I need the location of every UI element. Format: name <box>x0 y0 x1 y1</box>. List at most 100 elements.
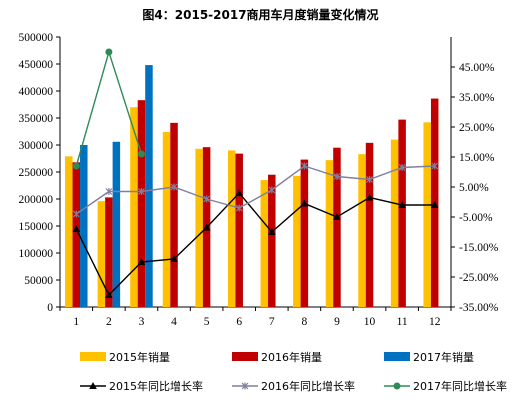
legend-swatch <box>384 352 410 361</box>
point-2017年同比增长率-3 <box>137 150 145 158</box>
bar-2015年销量-6 <box>227 150 236 307</box>
legend-swatch <box>232 352 258 361</box>
point-2015年同比增长率-1 <box>72 225 81 232</box>
y-tick-label: 350000 <box>19 113 54 125</box>
legend-marker <box>89 382 97 389</box>
bar-2015年销量-7 <box>260 180 269 307</box>
point-2016年同比增长率-11 <box>398 164 406 171</box>
point-2015年同比增长率-11 <box>398 201 406 208</box>
bar-2015年销量-12 <box>423 122 431 307</box>
y-tick-label: 250000 <box>19 167 54 179</box>
bar-2016年销量-4 <box>170 122 178 307</box>
point-2016年同比增长率-3 <box>138 188 145 195</box>
bar-2015年销量-9 <box>325 160 334 307</box>
y-tick-label: 200000 <box>19 194 54 206</box>
point-2015年同比增长率-6 <box>235 189 244 196</box>
bar-2017年销量-3 <box>145 65 153 307</box>
bar-2015年销量-5 <box>195 148 203 307</box>
y2-tick-label: -5.00% <box>459 212 493 224</box>
y-tick-label: 400000 <box>19 86 54 98</box>
bar-2015年销量-8 <box>293 175 301 307</box>
point-2016年同比增长率-10 <box>366 176 373 183</box>
bar-2015年销量-3 <box>130 107 138 307</box>
y-tick-label: 50000 <box>24 275 53 287</box>
chart-legend: 2015年销量 2016年销量 2017年销量 2015年同比增长率 2016年同比增长… <box>80 350 507 393</box>
y-tick-label: 150000 <box>19 221 54 233</box>
bar-2016年销量-6 <box>235 153 243 307</box>
x-tick-label: 11 <box>397 316 408 328</box>
bar-2016年销量-9 <box>333 147 341 307</box>
bar-2016年销量-10 <box>365 142 374 307</box>
y-tick-label: 300000 <box>19 140 54 152</box>
bar-2015年销量-4 <box>162 132 171 307</box>
legend-label: 2016年销量 <box>261 350 322 364</box>
line-series <box>72 48 439 298</box>
point-2015年同比增长率-2 <box>105 291 113 298</box>
bar-2015年销量-10 <box>358 154 366 307</box>
point-2016年同比增长率-12 <box>431 162 439 170</box>
bar-2016年销量-3 <box>137 100 146 308</box>
chart-title: 图4：2015-2017商用车月度销量变化情况 <box>142 8 379 22</box>
point-2016年同比增长率-7 <box>268 186 276 194</box>
point-2016年同比增长率-8 <box>300 162 308 170</box>
bar-2017年销量-2 <box>112 141 121 307</box>
point-2015年同比增长率-9 <box>333 213 341 220</box>
point-2016年同比增长率-4 <box>170 183 178 191</box>
point-2016年同比增长率-5 <box>203 195 211 203</box>
y2-tick-label: -15.00% <box>459 242 499 254</box>
x-tick-label: 6 <box>236 316 242 328</box>
point-2016年同比增长率-2 <box>105 188 113 195</box>
legend-label: 2017年同比增长率 <box>413 379 507 393</box>
line-2015年同比增长率 <box>75 191 435 297</box>
legend-label: 2016年同比增长率 <box>261 379 355 393</box>
point-2015年同比增长率-3 <box>137 258 146 265</box>
bar-2016年销量-11 <box>398 119 406 308</box>
legend-marker <box>393 382 401 390</box>
bar-2016年销量-7 <box>268 174 276 307</box>
y2-tick-label: 25.00% <box>459 122 495 134</box>
y2-tick-label: 35.00% <box>459 92 495 104</box>
y-tick-label: 0 <box>47 302 53 314</box>
x-tick-label: 1 <box>73 316 79 328</box>
bar-2017年销量-1 <box>80 145 88 307</box>
bar-marks <box>65 65 439 308</box>
point-2015年同比增长率-10 <box>365 193 374 201</box>
point-2017年同比增长率-1 <box>72 162 80 170</box>
legend-swatch <box>80 352 106 361</box>
point-2015年同比增长率-12 <box>430 201 439 208</box>
legend-label: 2015年销量 <box>109 350 170 364</box>
bar-2016年销量-2 <box>105 197 113 307</box>
y2-tick-label: 15.00% <box>459 152 495 164</box>
legend-label: 2017年销量 <box>413 350 474 364</box>
y-tick-label: 450000 <box>19 59 54 71</box>
x-tick-label: 3 <box>139 316 145 328</box>
x-tick-label: 9 <box>334 316 340 328</box>
bar-2016年销量-8 <box>300 159 309 307</box>
bar-2015年销量-2 <box>97 201 106 307</box>
point-2016年同比增长率-1 <box>72 210 80 218</box>
bar-2015年销量-11 <box>390 139 399 307</box>
y2-tick-label: -35.00% <box>459 302 499 314</box>
x-tick-label: 7 <box>269 316 275 328</box>
point-2015年同比增长率-7 <box>267 228 276 235</box>
y2-tick-label: 45.00% <box>459 62 495 74</box>
x-tick-label: 8 <box>302 316 308 328</box>
point-2015年同比增长率-4 <box>170 255 178 262</box>
y-tick-label: 100000 <box>19 248 54 260</box>
x-tick-label: 2 <box>106 316 112 328</box>
legend-label: 2015年同比增长率 <box>109 379 203 393</box>
x-tick-label: 10 <box>364 316 376 328</box>
legend-marker <box>241 382 249 390</box>
chart-axes: 0500001000001500002000002500003000003500… <box>19 32 499 328</box>
line-2016年同比增长率 <box>75 165 435 215</box>
point-2015年同比增长率-8 <box>300 199 309 207</box>
y2-tick-label: -25.00% <box>459 272 499 284</box>
y-tick-label: 500000 <box>19 32 54 44</box>
bar-2016年销量-1 <box>72 162 81 307</box>
x-tick-label: 5 <box>204 316 210 328</box>
point-2016年同比增长率-9 <box>333 173 341 180</box>
bar-2015年销量-1 <box>65 156 73 307</box>
x-tick-label: 12 <box>429 316 441 328</box>
x-tick-label: 4 <box>171 316 177 328</box>
